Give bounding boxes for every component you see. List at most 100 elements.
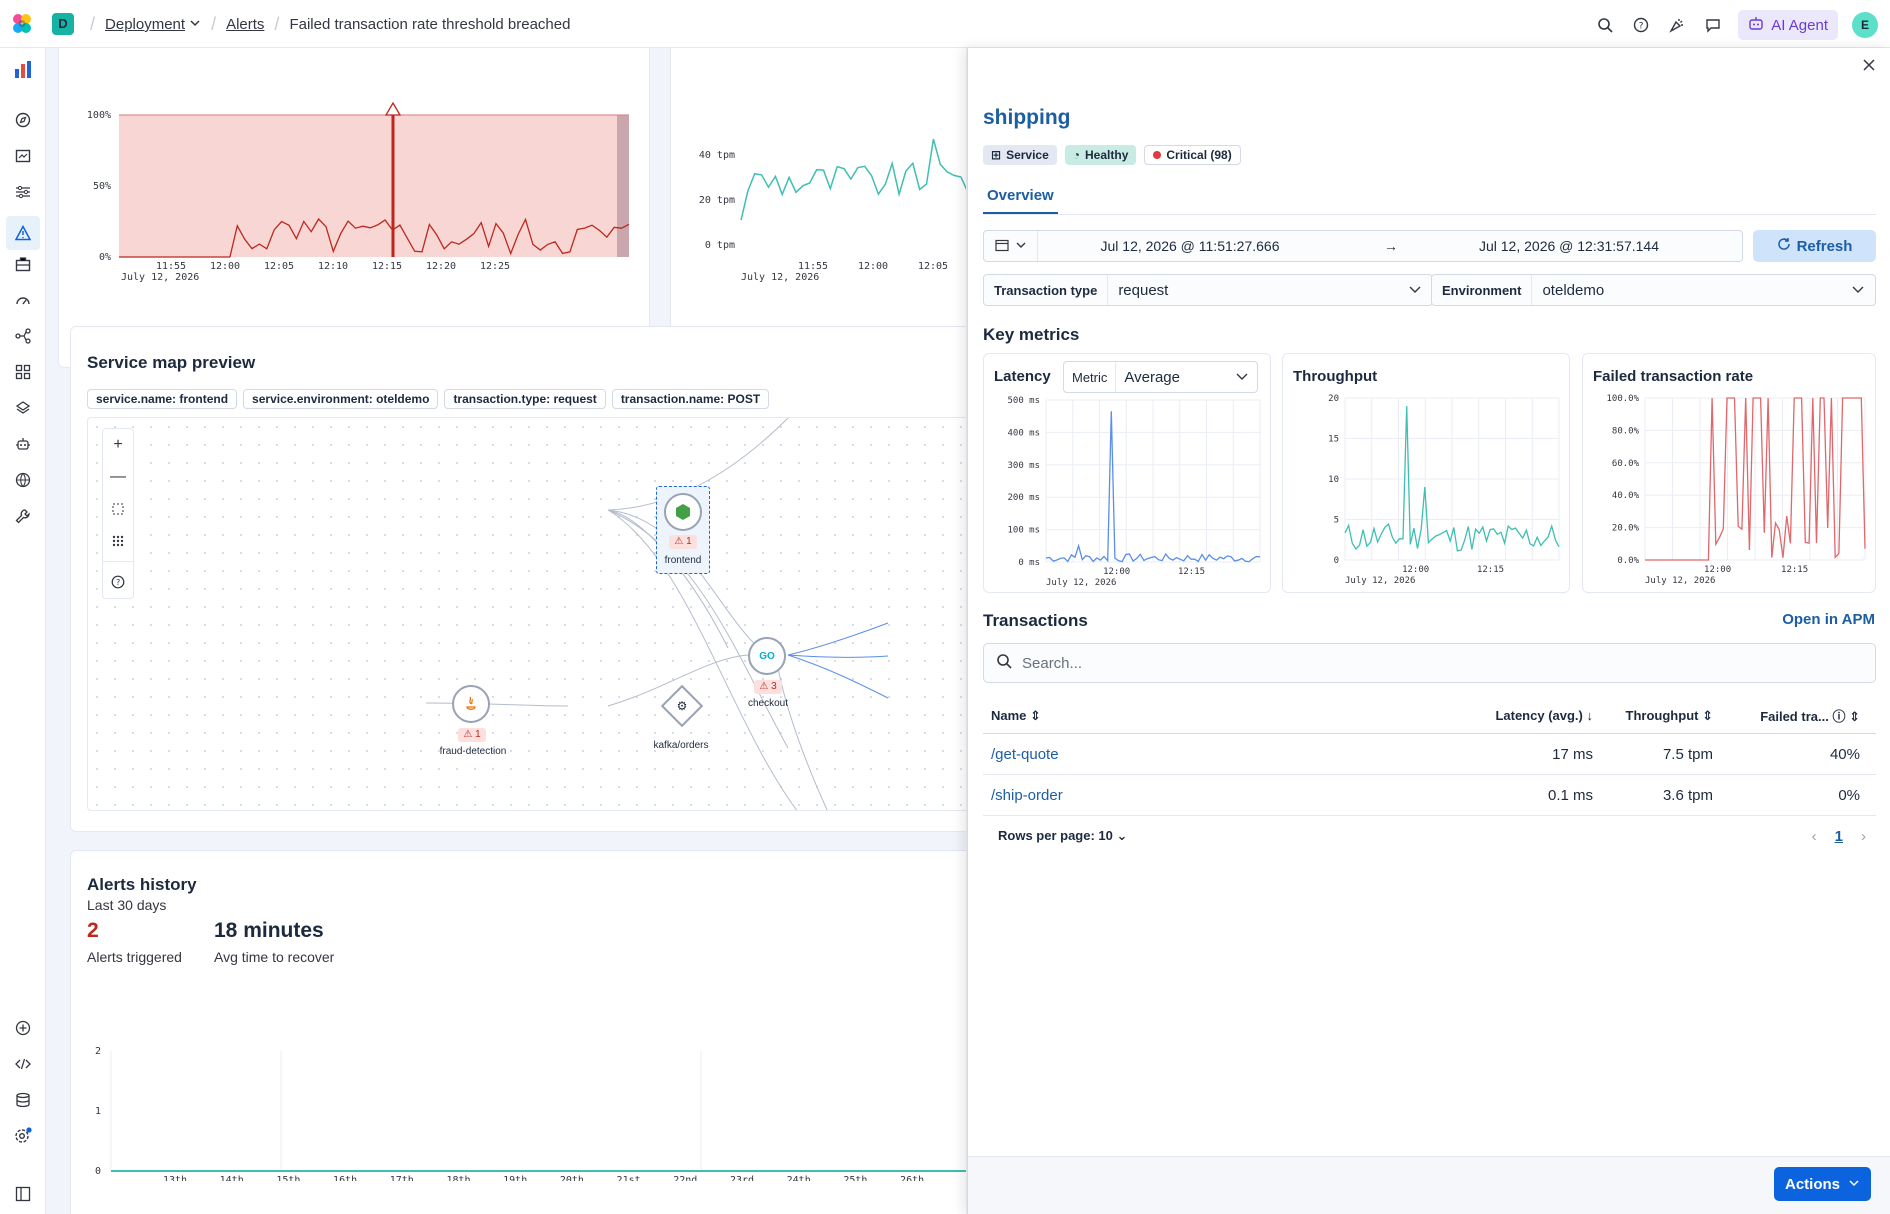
filters-icon[interactable]: [13, 182, 33, 202]
column-header-throughput[interactable]: Throughput ⇕: [1593, 708, 1713, 724]
transactions-table: Name ⇕ Latency (avg.) ↓ Throughput ⇕ Fai…: [983, 698, 1876, 856]
avg-recover-time: 18 minutes: [214, 919, 324, 942]
x-axis-date-label: July 12, 2026: [1645, 576, 1715, 586]
start-date[interactable]: Jul 12, 2026 @ 11:51:27.666: [1100, 238, 1280, 254]
apm-icon[interactable]: [13, 326, 33, 346]
metric-select[interactable]: Metric Average: [1063, 361, 1258, 393]
open-in-apm-link[interactable]: Open in APM: [1782, 611, 1875, 628]
throughput-mini-chart: 20 15 10 5 0 12:00 12:15 July 12, 2026: [1328, 394, 1560, 586]
service-map-edges: [425, 418, 889, 810]
infrastructure-icon[interactable]: [13, 362, 33, 382]
whats-new-icon[interactable]: [1666, 14, 1688, 36]
x-tick-label: 26th: [900, 1175, 924, 1181]
column-header-failed[interactable]: Failed tra... ⓘ ⇕: [1713, 706, 1868, 725]
info-icon: ⓘ: [1832, 709, 1846, 724]
x-tick-label: 12:15: [1781, 565, 1808, 575]
breadcrumb-separator: /: [274, 14, 280, 34]
cases-icon[interactable]: [13, 254, 33, 274]
quick-select-button[interactable]: [984, 231, 1038, 261]
x-tick-label: 12:15: [1477, 565, 1504, 575]
alert-count: 1: [686, 536, 692, 547]
column-header-name[interactable]: Name ⇕: [983, 708, 1433, 724]
y-tick-label: 15: [1328, 435, 1339, 445]
zoom-out-button[interactable]: —: [110, 468, 126, 485]
environment-select[interactable]: Environment oteldemo: [1431, 274, 1876, 306]
previous-page-icon[interactable]: ‹: [1811, 827, 1817, 845]
y-tick-label: 40.0%: [1612, 491, 1640, 501]
service-map-canvas[interactable]: + — ? ⚠ 1 frontend GO ⚠ 3 checkout: [87, 417, 966, 811]
transactions-search[interactable]: Search...: [983, 643, 1876, 683]
pagination-controls: ‹ 1 ›: [1812, 828, 1876, 845]
column-header-latency[interactable]: Latency (avg.) ↓: [1433, 708, 1593, 723]
breadcrumb-deployment[interactable]: Deployment: [105, 16, 186, 33]
close-icon[interactable]: [1862, 58, 1876, 77]
chevron-down-icon[interactable]: [189, 16, 201, 33]
dev-tools-icon[interactable]: [13, 1054, 33, 1074]
observability-logo-icon[interactable]: [13, 60, 33, 80]
transaction-name-link[interactable]: /get-quote: [991, 745, 1059, 763]
space-avatar[interactable]: D: [52, 13, 74, 35]
filter-pill[interactable]: transaction.type: request: [444, 389, 606, 409]
dashboards-icon[interactable]: [13, 146, 33, 166]
ai-agent-button[interactable]: AI Agent: [1738, 10, 1838, 40]
next-page-icon[interactable]: ›: [1861, 827, 1866, 845]
discover-icon[interactable]: [13, 110, 33, 130]
machine-learning-icon[interactable]: [13, 434, 33, 454]
throughput-chart: 40 tpm 20 tpm 0 tpm 11:55 12:00 12:05 July 12,…: [699, 138, 966, 283]
critical-dot-icon: [1153, 151, 1162, 159]
service-name-title[interactable]: shipping: [983, 106, 1071, 129]
wrench-icon[interactable]: [13, 506, 33, 526]
calendar-icon: [994, 238, 1009, 255]
actions-button[interactable]: Actions: [1774, 1167, 1871, 1201]
service-node-frontend[interactable]: ⚠ 1 frontend: [656, 486, 710, 574]
add-data-icon[interactable]: [13, 1018, 33, 1038]
tab-overview[interactable]: Overview: [983, 178, 1058, 214]
y-tick-label: 500 ms: [1007, 396, 1040, 406]
maps-icon[interactable]: [13, 470, 33, 490]
select-value: oteldemo: [1542, 281, 1605, 299]
alerts-badge[interactable]: Critical (98): [1144, 145, 1241, 165]
search-placeholder: Search...: [1022, 654, 1083, 672]
end-date[interactable]: Jul 12, 2026 @ 12:31:57.144: [1478, 238, 1660, 254]
help-icon[interactable]: ?: [1630, 14, 1652, 36]
rows-per-page-button[interactable]: Rows per page: 10 ⌄: [983, 828, 1127, 844]
collapse-nav-icon[interactable]: [13, 1184, 33, 1204]
refresh-button[interactable]: Refresh: [1753, 230, 1876, 262]
x-tick-label: 18th: [446, 1175, 470, 1181]
service-node-fraud-detection[interactable]: ⚠ 1 fraud-detection: [428, 682, 518, 762]
page-number[interactable]: 1: [1834, 827, 1843, 845]
fit-view-icon[interactable]: [103, 493, 133, 525]
failed-rate-panel: Failed transaction rate 100.0% 80.0% 60.0%…: [1582, 353, 1876, 593]
grid-view-icon[interactable]: [103, 525, 133, 557]
health-badge[interactable]: ◔ Healthy: [1064, 145, 1137, 165]
column-label: Throughput: [1625, 707, 1699, 723]
transaction-type-select[interactable]: Transaction type request: [983, 274, 1433, 306]
filter-pill[interactable]: service.environment: oteldemo: [243, 389, 439, 409]
chevron-down-icon: ⌄: [1116, 828, 1128, 843]
select-label: Environment: [1432, 275, 1533, 305]
elastic-logo-icon[interactable]: [10, 12, 34, 41]
zoom-in-button[interactable]: +: [113, 436, 123, 453]
feedback-icon[interactable]: [1702, 14, 1724, 36]
transaction-name-link[interactable]: /ship-order: [991, 786, 1063, 804]
x-tick-label: 12:00: [210, 261, 240, 272]
latency-chart: 500 ms 400 ms 300 ms 200 ms 100 ms 0 ms 12:00 1…: [1007, 396, 1261, 588]
slo-icon[interactable]: [13, 290, 33, 310]
search-icon[interactable]: [1594, 14, 1616, 36]
failed-rate-title: Failed transaction rate: [1593, 368, 1754, 385]
service-map-title: Service map preview: [87, 353, 256, 372]
user-avatar[interactable]: E: [1852, 12, 1878, 38]
stack-management-icon[interactable]: [13, 1090, 33, 1110]
throughput-cell: 3.6 tpm: [1662, 786, 1713, 804]
help-icon[interactable]: ?: [103, 566, 133, 598]
filter-pill[interactable]: service.name: frontend: [87, 389, 238, 409]
breadcrumb-alerts[interactable]: Alerts: [226, 16, 265, 33]
filter-pill[interactable]: transaction.name: POST: [611, 389, 770, 409]
y-tick-label: 100%: [87, 110, 111, 121]
settings-icon[interactable]: [13, 1126, 33, 1146]
alerts-nav-icon[interactable]: [6, 216, 40, 250]
service-node-checkout[interactable]: GO ⚠ 3 checkout: [738, 634, 798, 714]
service-node-kafka-orders[interactable]: ⚙ kafka/orders: [636, 682, 726, 762]
alerts-history-subtitle: Last 30 days: [87, 897, 167, 913]
synthetics-icon[interactable]: [13, 398, 33, 418]
